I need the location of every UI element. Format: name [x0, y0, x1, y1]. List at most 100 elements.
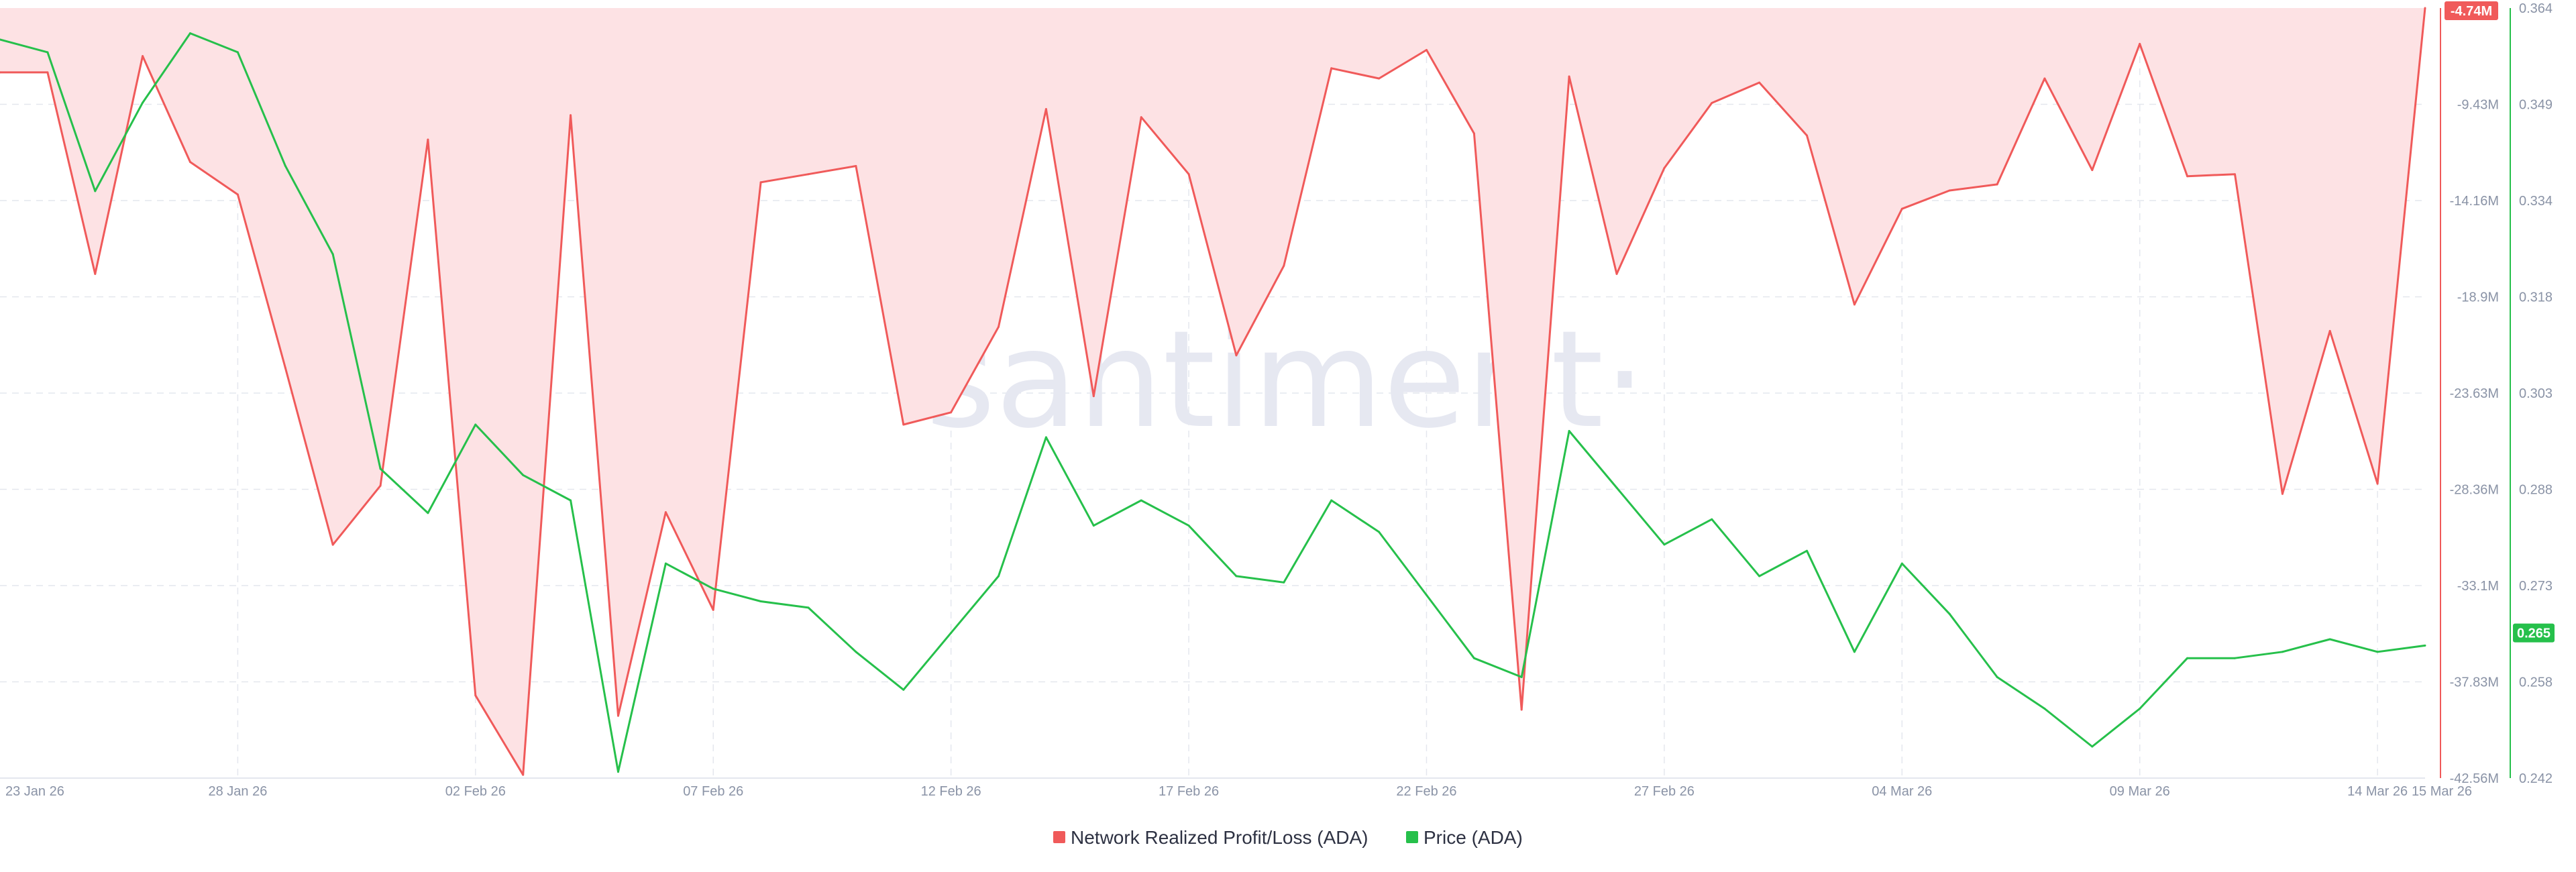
- profit-loss-point: [474, 694, 477, 697]
- price-point: [2424, 644, 2426, 647]
- x-tick-label: 14 Mar 26: [2347, 784, 2408, 799]
- y-left-tick-label: -23.63M: [2450, 386, 2499, 401]
- price-point: [902, 688, 905, 691]
- profit-loss-point: [807, 173, 810, 176]
- profit-loss-point: [2424, 7, 2426, 9]
- price-point: [807, 606, 810, 609]
- profit-loss-point: [1330, 67, 1333, 70]
- price-point: [2281, 651, 2284, 653]
- profit-loss-point: [2328, 329, 2331, 332]
- x-tick-label: 07 Feb 26: [683, 784, 743, 799]
- y-right-tick-label: 0.364: [2519, 1, 2553, 16]
- tick-labels: -4.74M 0.364 -9.43M 0.349 -14.16M 0.334 -18.9M…: [5, 1, 2553, 799]
- profit-loss-point: [950, 411, 953, 414]
- price-point: [1758, 575, 1761, 578]
- price-current-badge: [2513, 623, 2555, 643]
- profit-loss-point: [2139, 42, 2141, 45]
- y-left-tick-label: -37.83M: [2450, 675, 2499, 690]
- price-current-value: 0.265: [2517, 626, 2551, 641]
- x-tick-label: 22 Feb 26: [1396, 784, 1456, 799]
- x-tick-label: 28 Jan 26: [208, 784, 267, 799]
- y-left-tick-label: -42.56M: [2450, 771, 2499, 786]
- profit-loss-point: [2091, 169, 2094, 172]
- price-point: [1615, 486, 1618, 489]
- price-point: [2376, 651, 2379, 653]
- x-tick-label: 12 Feb 26: [921, 784, 981, 799]
- profit-loss-point: [998, 325, 1000, 328]
- price-point: [46, 51, 49, 54]
- legend-item[interactable]: Price (ADA): [1406, 827, 1523, 848]
- price-point: [1283, 581, 1285, 584]
- price-point: [2139, 708, 2141, 710]
- price-point: [759, 600, 762, 602]
- profit-loss-point: [427, 138, 429, 141]
- profit-loss-point: [2186, 175, 2189, 178]
- legend-label: Network Realized Profit/Loss (ADA): [1071, 827, 1368, 848]
- legend[interactable]: Network Realized Profit/Loss (ADA) Price …: [1053, 827, 1523, 848]
- y-left-tick-label: -14.16M: [2450, 194, 2499, 209]
- price-point: [1948, 612, 1951, 615]
- profit-loss-point: [1472, 132, 1475, 135]
- y-left-tick-label: -9.43M: [2457, 98, 2499, 113]
- profit-loss-point: [1283, 264, 1285, 267]
- price-point: [1711, 518, 1713, 521]
- price-point: [1663, 543, 1666, 546]
- price-point: [189, 32, 191, 35]
- price-point: [142, 101, 144, 104]
- price-point: [712, 588, 714, 590]
- profit-loss-point: [2043, 77, 2046, 80]
- profit-loss-current-badge: [2445, 1, 2498, 20]
- profit-loss-line: [0, 7, 2426, 776]
- price-point: [427, 512, 429, 514]
- profit-loss-point: [855, 165, 857, 167]
- price-point: [1235, 575, 1238, 578]
- profit-loss-point: [1615, 272, 1618, 275]
- profit-loss-point: [1568, 75, 1570, 78]
- price-point: [1140, 499, 1142, 502]
- profit-loss-point: [1187, 173, 1190, 176]
- price-point: [284, 164, 286, 167]
- profit-loss-point: [46, 71, 49, 74]
- x-tick-label: 09 Mar 26: [2110, 784, 2170, 799]
- price-point: [1426, 594, 1428, 596]
- price-point: [1044, 436, 1047, 439]
- price-point: [331, 253, 334, 256]
- profit-loss-point: [189, 161, 191, 163]
- y-left-tick-label: -33.1M: [2457, 579, 2499, 594]
- profit-loss-point: [1900, 207, 1903, 210]
- profit-loss-point: [284, 366, 286, 369]
- profit-loss-point: [379, 484, 382, 487]
- profit-loss-point: [664, 511, 667, 514]
- price-point: [1853, 651, 1856, 653]
- price-point: [1996, 675, 1998, 678]
- x-tick-label: 02 Feb 26: [445, 784, 506, 799]
- profit-loss-point: [0, 71, 1, 74]
- price-point: [94, 190, 97, 193]
- profit-loss-point: [1235, 354, 1238, 357]
- profit-loss-point: [1378, 77, 1381, 80]
- legend-label: Price (ADA): [1424, 827, 1523, 848]
- price-point: [1900, 562, 1903, 565]
- y-right-tick-label: 0.242: [2519, 771, 2553, 786]
- legend-item[interactable]: Network Realized Profit/Loss (ADA): [1053, 827, 1368, 848]
- profit-loss-point: [617, 714, 619, 717]
- price-point: [1330, 499, 1333, 502]
- profit-loss-point: [1996, 183, 1998, 186]
- profit-loss-point: [2376, 482, 2379, 485]
- profit-loss-point: [1758, 81, 1761, 84]
- profit-loss-point: [142, 55, 144, 58]
- profit-loss-point: [1520, 708, 1523, 711]
- x-tick-label: 23 Jan 26: [5, 784, 64, 799]
- profit-loss-point: [1948, 189, 1951, 192]
- price-point: [664, 562, 667, 565]
- price-point: [522, 474, 525, 476]
- profit-loss-point: [331, 543, 334, 546]
- price-point: [1378, 531, 1381, 533]
- price-line: [0, 32, 2426, 773]
- y-right-tick-label: 0.273: [2519, 579, 2553, 594]
- price-point: [474, 423, 477, 426]
- price-point: [0, 38, 1, 41]
- profit-loss-point: [1092, 395, 1095, 398]
